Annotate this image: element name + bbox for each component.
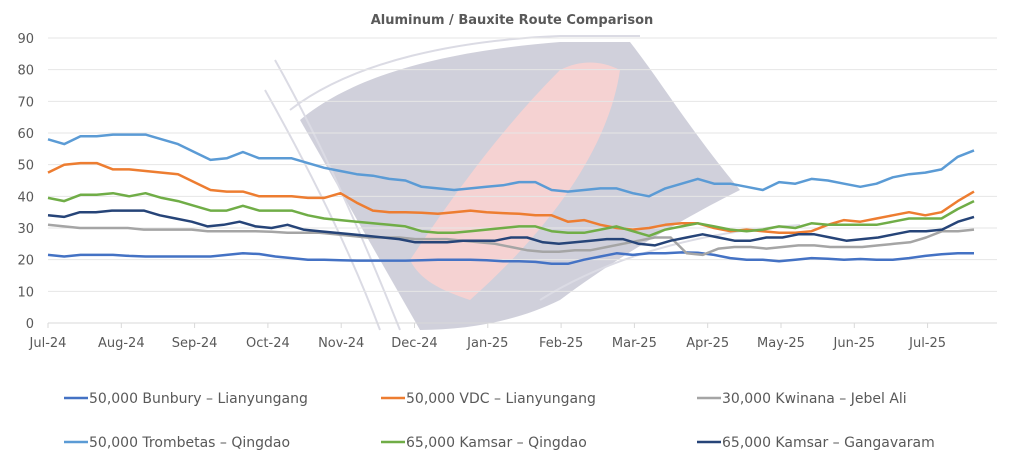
x-tick-label: Jul-25 <box>908 336 946 351</box>
y-tick-label: 20 <box>17 254 34 269</box>
legend: 50,000 Bunbury – Lianyungang 50,000 VDC –… <box>64 391 935 451</box>
x-axis: Jul-24 Aug-24 Sep-24 Oct-24 Nov-24 Dec-24 Jan-… <box>29 323 946 351</box>
x-tick-label: Nov-24 <box>318 336 364 351</box>
x-tick-label: May-25 <box>757 336 805 351</box>
y-axis: 0 10 20 30 40 50 60 70 80 90 <box>17 32 34 332</box>
x-tick-label: Aug-24 <box>98 336 145 351</box>
y-tick-label: 60 <box>17 127 34 142</box>
series-line-2 <box>47 223 975 257</box>
legend-label: 50,000 VDC – Lianyungang <box>406 391 596 407</box>
legend-label: 50,000 Trombetas – Qingdao <box>89 435 290 451</box>
chart-title: Aluminum / Bauxite Route Comparison <box>371 13 654 28</box>
y-tick-label: 10 <box>17 285 34 300</box>
legend-label: 30,000 Kwinana – Jebel Ali <box>722 391 907 407</box>
gridlines <box>48 37 997 324</box>
x-tick-label: Jul-24 <box>29 336 67 351</box>
series-line-5 <box>47 209 975 247</box>
series-line-1 <box>47 161 975 235</box>
y-tick-label: 0 <box>26 317 34 332</box>
y-tick-label: 40 <box>17 190 34 205</box>
y-tick-label: 50 <box>17 159 34 174</box>
legend-label: 50,000 Bunbury – Lianyungang <box>89 391 308 407</box>
series-line-3 <box>47 133 975 198</box>
x-tick-label: Jan-25 <box>466 336 508 351</box>
y-tick-label: 90 <box>17 32 34 47</box>
y-tick-label: 80 <box>17 64 34 79</box>
y-tick-label: 70 <box>17 95 34 110</box>
y-tick-label: 30 <box>17 222 34 237</box>
series-line-0 <box>47 251 974 266</box>
x-tick-label: Dec-24 <box>391 336 437 351</box>
x-tick-label: Sep-24 <box>172 336 218 351</box>
legend-label: 65,000 Kamsar – Gangavaram <box>722 435 935 451</box>
x-tick-label: Feb-25 <box>539 336 583 351</box>
x-tick-label: Apr-25 <box>686 336 729 351</box>
series-line-4 <box>47 191 975 238</box>
x-tick-label: Jun-25 <box>833 336 876 351</box>
x-tick-label: Mar-25 <box>612 336 657 351</box>
series-lines <box>47 133 975 266</box>
x-tick-label: Oct-24 <box>246 336 290 351</box>
legend-label: 65,000 Kamsar – Qingdao <box>406 435 587 451</box>
